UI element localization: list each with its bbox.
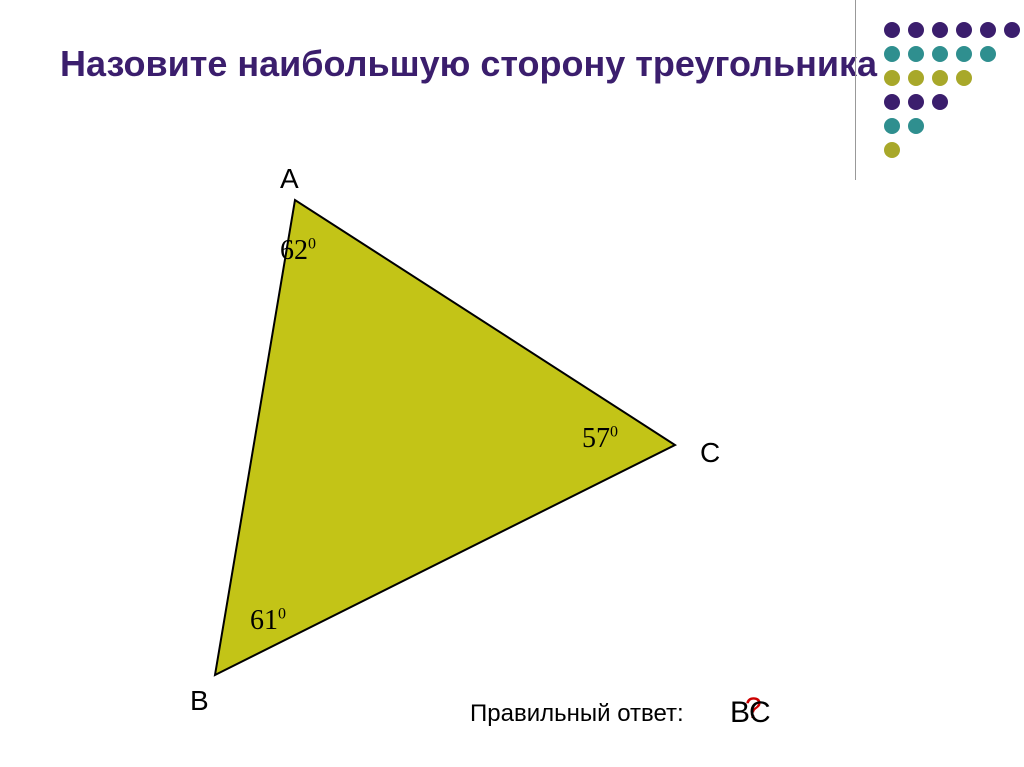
dots-row: [880, 90, 1024, 114]
decor-dots: [880, 18, 1024, 162]
decor-dot: [908, 70, 924, 86]
angle-b-value: 61: [250, 605, 278, 636]
decor-dot: [956, 70, 972, 86]
dots-row: [880, 114, 1024, 138]
answer-label: Правильный ответ:: [470, 700, 684, 728]
angle-b-sup: 0: [278, 606, 286, 623]
vertex-a-label: A: [280, 163, 299, 195]
dots-row: [880, 138, 1024, 162]
decor-dot: [884, 142, 900, 158]
angle-c-value: 57: [582, 423, 610, 454]
triangle-figure: A B C 620 610 570: [120, 185, 720, 705]
answer-value: ВС: [730, 696, 771, 730]
dots-row: [880, 66, 1024, 90]
decor-dot: [1004, 22, 1020, 38]
dots-row: [880, 42, 1024, 66]
decor-dot: [932, 22, 948, 38]
angle-b-label: 610: [250, 605, 286, 637]
decor-dot: [980, 22, 996, 38]
decor-dot: [908, 22, 924, 38]
decor-dot: [884, 22, 900, 38]
angle-c-label: 570: [582, 423, 618, 455]
decor-dot: [932, 70, 948, 86]
slide-title: Назовите наибольшую сторону треугольника: [60, 42, 877, 85]
angle-a-sup: 0: [308, 236, 316, 253]
dots-row: [880, 18, 1024, 42]
decor-dot: [956, 22, 972, 38]
decor-dot: [908, 94, 924, 110]
decor-dot: [956, 46, 972, 62]
vertex-c-label: C: [700, 437, 720, 469]
angle-c-sup: 0: [610, 424, 618, 441]
angle-a-value: 62: [280, 235, 308, 266]
decor-dot: [932, 46, 948, 62]
decor-dot: [884, 46, 900, 62]
decor-dot: [884, 70, 900, 86]
decor-dot: [908, 118, 924, 134]
decor-dot: [884, 118, 900, 134]
decor-dot: [980, 46, 996, 62]
decor-dot: [908, 46, 924, 62]
decor-dot: [932, 94, 948, 110]
vertex-b-label: B: [190, 685, 209, 717]
angle-a-label: 620: [280, 235, 316, 267]
vertical-divider: [855, 0, 856, 180]
decor-dot: [884, 94, 900, 110]
